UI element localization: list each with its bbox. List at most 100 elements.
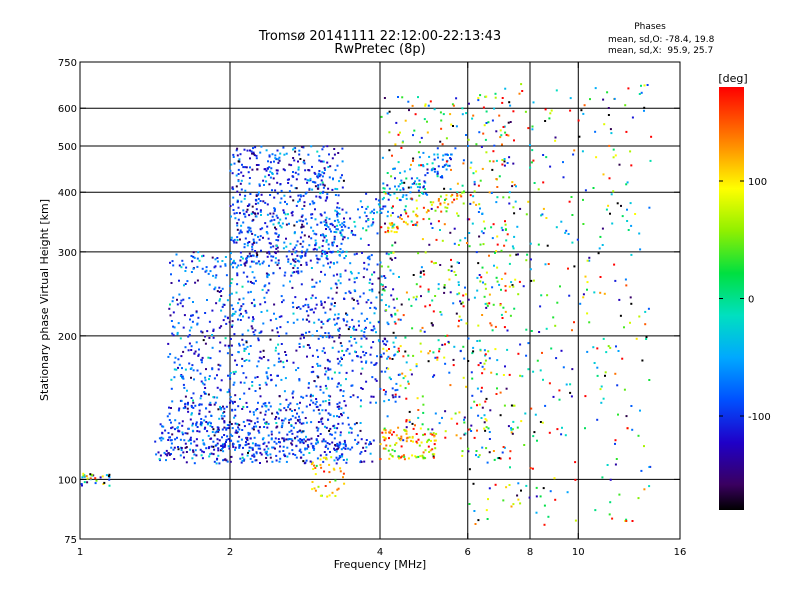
scatter-point — [292, 148, 294, 151]
scatter-point — [205, 392, 207, 395]
scatter-point — [402, 220, 405, 223]
scatter-point — [277, 262, 280, 265]
scatter-point — [337, 329, 340, 332]
scatter-point — [81, 484, 83, 487]
scatter-point — [261, 405, 264, 408]
scatter-point — [242, 405, 245, 408]
scatter-point — [212, 445, 215, 448]
scatter-point — [229, 460, 232, 463]
scatter-point — [564, 231, 567, 234]
scatter-point — [238, 212, 241, 215]
scatter-point — [383, 427, 386, 430]
scatter-point — [471, 352, 474, 355]
scatter-point — [297, 272, 300, 275]
scatter-point — [379, 387, 382, 390]
scatter-point — [318, 412, 321, 415]
scatter-point — [366, 317, 369, 320]
scatter-point — [232, 443, 235, 446]
scatter-point — [388, 357, 391, 360]
scatter-point — [304, 252, 307, 255]
scatter-point — [532, 159, 535, 162]
scatter-point — [246, 205, 249, 207]
scatter-point — [181, 305, 184, 308]
scatter-point — [369, 211, 372, 214]
scatter-point — [370, 346, 373, 349]
scatter-point — [400, 179, 403, 182]
scatter-point — [232, 307, 235, 310]
scatter-point — [290, 425, 293, 427]
scatter-point — [282, 445, 285, 448]
scatter-point — [301, 255, 303, 258]
scatter-point — [229, 374, 231, 377]
scatter-point — [336, 458, 339, 461]
scatter-point — [434, 209, 437, 212]
scatter-point — [427, 352, 430, 355]
scatter-point — [355, 422, 358, 425]
scatter-point — [256, 254, 259, 256]
scatter-point — [232, 445, 235, 448]
scatter-point — [267, 250, 270, 253]
scatter-point — [340, 233, 343, 236]
scatter-point — [231, 186, 234, 189]
scatter-point — [318, 246, 321, 249]
scatter-point — [312, 468, 315, 470]
scatter-point — [443, 291, 446, 294]
scatter-point — [193, 352, 196, 355]
scatter-point — [390, 230, 393, 233]
scatter-point — [434, 447, 437, 450]
scatter-point — [535, 511, 538, 514]
scatter-point — [392, 168, 395, 170]
scatter-point — [288, 430, 291, 433]
scatter-point — [328, 403, 331, 406]
scatter-point — [303, 234, 306, 237]
scatter-point — [367, 225, 370, 228]
scatter-point — [341, 222, 344, 225]
scatter-point — [378, 204, 381, 207]
scatter-point — [339, 254, 341, 257]
scatter-point — [248, 432, 251, 435]
scatter-point — [307, 303, 310, 306]
scatter-point — [266, 255, 269, 258]
scatter-point — [224, 344, 227, 347]
scatter-point — [299, 242, 302, 245]
scatter-point — [359, 452, 362, 455]
scatter-point — [363, 211, 366, 214]
scatter-point — [568, 200, 571, 203]
scatter-point — [339, 384, 342, 387]
scatter-point — [322, 186, 325, 189]
scatter-point — [385, 349, 388, 352]
scatter-point — [601, 476, 604, 479]
scatter-point — [262, 200, 265, 203]
scatter-point — [302, 194, 305, 197]
scatter-point — [586, 281, 589, 284]
scatter-point — [361, 367, 364, 370]
scatter-point — [223, 421, 226, 424]
scatter-point — [382, 182, 385, 185]
scatter-point — [236, 147, 239, 150]
scatter-point — [277, 161, 280, 164]
scatter-point — [236, 422, 239, 425]
scatter-point — [611, 517, 614, 520]
scatter-point — [315, 398, 318, 400]
scatter-point — [325, 223, 328, 226]
scatter-point — [245, 359, 248, 361]
scatter-point — [300, 431, 303, 434]
scatter-point — [487, 498, 489, 501]
y-tick-label: 100 — [58, 475, 77, 486]
scatter-point — [285, 223, 288, 226]
scatter-point — [529, 144, 531, 147]
scatter-point — [479, 243, 482, 246]
scatter-point — [300, 422, 303, 425]
scatter-point — [532, 279, 535, 282]
scatter-point — [400, 435, 403, 438]
scatter-point — [257, 447, 260, 450]
scatter-point — [469, 202, 472, 205]
scatter-point — [340, 356, 343, 359]
scatter-point — [527, 342, 530, 345]
scatter-point — [231, 409, 234, 412]
scatter-point — [307, 153, 310, 156]
scatter-point — [467, 447, 470, 450]
scatter-point — [387, 231, 390, 234]
scatter-point — [441, 165, 444, 168]
scatter-point — [451, 103, 454, 106]
